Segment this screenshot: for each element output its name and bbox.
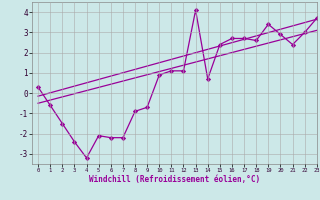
X-axis label: Windchill (Refroidissement éolien,°C): Windchill (Refroidissement éolien,°C) [89,175,260,184]
